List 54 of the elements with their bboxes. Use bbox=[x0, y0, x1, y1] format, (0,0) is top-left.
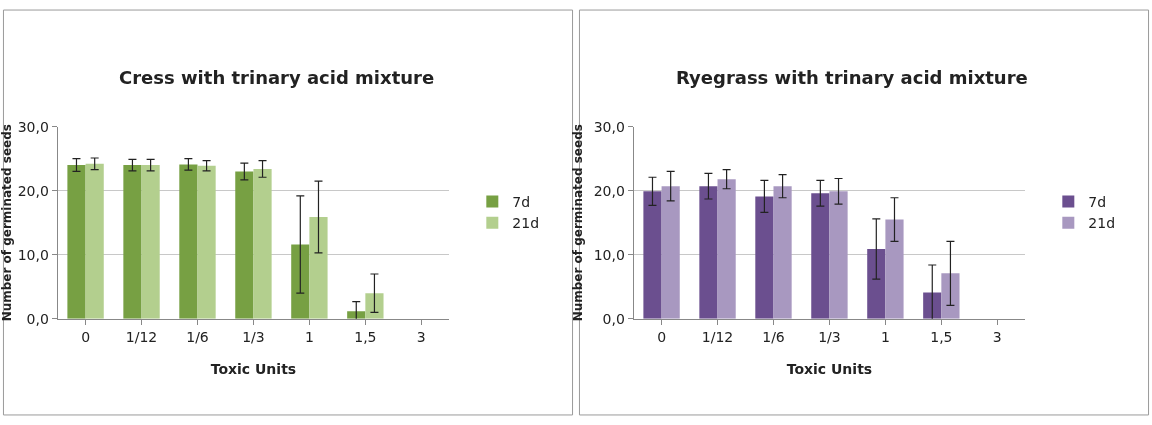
legend-label: 21d bbox=[512, 215, 540, 232]
x-tick-label: 1/3 bbox=[242, 328, 265, 345]
legend-label: 7d bbox=[1088, 194, 1107, 211]
x-axis-title: Toxic Units bbox=[210, 360, 297, 377]
x-tick-label: 1/6 bbox=[186, 328, 209, 345]
bar bbox=[67, 165, 86, 319]
y-tick-label: 10,0 bbox=[17, 246, 49, 263]
bar bbox=[365, 293, 384, 319]
x-tick-label: 0 bbox=[657, 328, 667, 345]
x-tick-label: 3 bbox=[416, 328, 426, 345]
y-tick-label: 30,0 bbox=[17, 118, 49, 135]
x-tick-label: 3 bbox=[992, 328, 1002, 345]
bar bbox=[235, 171, 254, 319]
x-tick-label: 1 bbox=[304, 328, 314, 345]
x-tick-label: 0 bbox=[81, 328, 91, 345]
bar bbox=[643, 191, 662, 319]
y-tick-label: 20,0 bbox=[593, 182, 625, 199]
y-axis-title: Number of germinated seeds bbox=[0, 124, 14, 322]
x-tick-label: 1/12 bbox=[701, 328, 734, 345]
y-tick-label: 0,0 bbox=[26, 310, 49, 327]
bar bbox=[941, 273, 960, 319]
chart-title: Ryegrass with trinary acid mixture bbox=[676, 67, 1028, 88]
y-axis-title: Number of germinated seeds bbox=[570, 124, 585, 322]
x-tick-label: 1 bbox=[880, 328, 890, 345]
chart-title: Cress with trinary acid mixture bbox=[119, 67, 435, 88]
x-tick-label: 1/6 bbox=[762, 328, 785, 345]
bar bbox=[197, 165, 216, 319]
bar bbox=[885, 219, 904, 319]
bar bbox=[773, 186, 792, 319]
bar bbox=[291, 244, 310, 319]
x-tick-label: 1/12 bbox=[125, 328, 158, 345]
legend-label: 21d bbox=[1088, 215, 1116, 232]
x-tick-label: 1/3 bbox=[818, 328, 841, 345]
y-tick-label: 10,0 bbox=[593, 246, 625, 263]
bar bbox=[179, 164, 198, 319]
x-tick-label: 1,5 bbox=[930, 328, 953, 345]
bar bbox=[717, 179, 736, 319]
bar bbox=[699, 186, 718, 319]
x-axis-title: Toxic Units bbox=[786, 360, 873, 377]
bar bbox=[755, 196, 774, 319]
bar bbox=[811, 193, 830, 319]
bar bbox=[309, 216, 328, 319]
bar bbox=[141, 165, 160, 319]
bar bbox=[123, 165, 142, 319]
bar bbox=[661, 186, 680, 319]
bar bbox=[85, 163, 104, 319]
bar bbox=[829, 191, 848, 319]
y-tick-label: 30,0 bbox=[593, 118, 625, 135]
bar bbox=[867, 249, 886, 319]
x-tick-label: 1,5 bbox=[354, 328, 377, 345]
y-tick-label: 20,0 bbox=[17, 182, 49, 199]
legend-label: 7d bbox=[512, 194, 531, 211]
bar bbox=[253, 168, 272, 319]
y-tick-label: 0,0 bbox=[602, 310, 625, 327]
